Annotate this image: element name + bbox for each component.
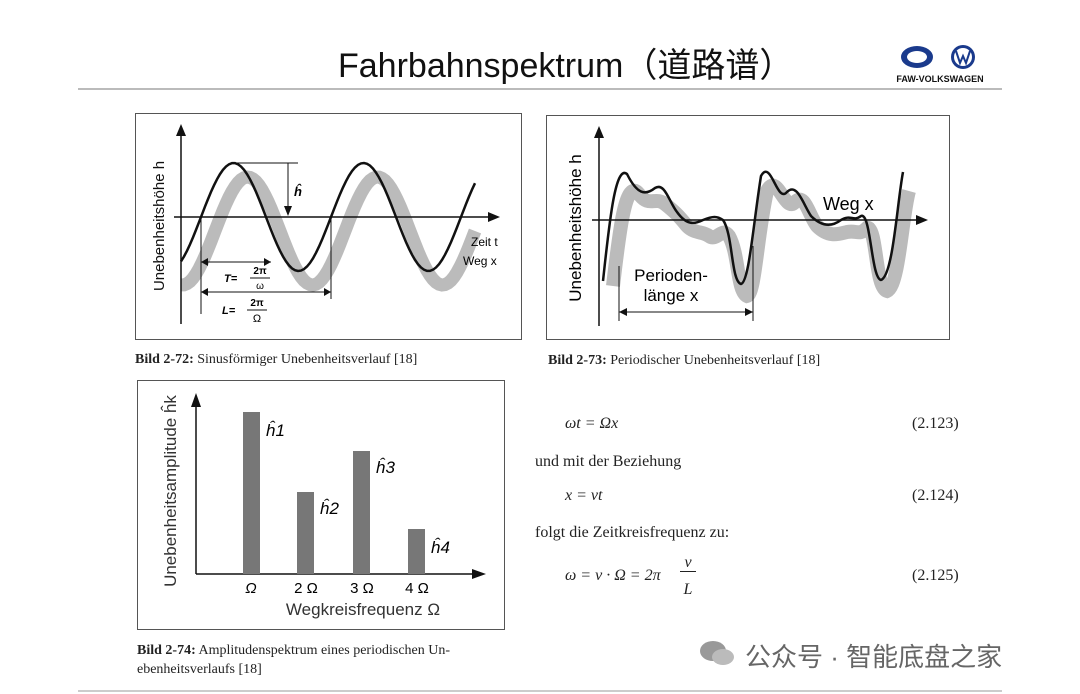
spectrum-diagram: Unebenheitsamplitude ĥk ĥ1 ĥ2 ĥ3 ĥ4 Ω 2 … (161, 393, 486, 619)
caption-text: Amplitudenspektrum eines periodischen Un… (198, 643, 451, 658)
x-tick-label: 2 Ω (294, 580, 318, 597)
caption: Bild 2-72: Sinusförmiger Unebenheitsverl… (135, 352, 417, 368)
fraction-den: ω (256, 281, 264, 292)
periodic-diagram: Unebenheitshöhe h Weg x Perioden- länge … (566, 126, 928, 326)
bar-label: ĥ3 (376, 457, 395, 477)
title: Fahrbahnspektrum（道路谱） (338, 47, 794, 85)
fraction-num: 2π (250, 298, 264, 309)
y-label: Unebenheitshöhe h (151, 161, 168, 291)
caption-text: ebenheitsverlaufs [18] (137, 662, 262, 677)
x-label: Weg x (823, 194, 874, 214)
footer-line (78, 690, 1002, 692)
y-label: Unebenheitshöhe h (566, 154, 585, 301)
fraction-num: 2π (253, 266, 267, 277)
bar-label: ĥ1 (266, 420, 285, 440)
x-tick-label: 3 Ω (350, 580, 374, 597)
equation: ω = v · Ω = 2π (565, 567, 661, 584)
equation-number: (2.125) (912, 567, 959, 584)
caption-label: Bild 2-74: (137, 643, 196, 658)
caption-text: Sinusförmiger Unebenheitsverlauf [18] (197, 352, 418, 367)
x-label: Zeit t (471, 235, 498, 249)
fraction-den: L (683, 581, 693, 598)
x-label: Weg x (463, 254, 497, 268)
equation: ωt = Ωx (565, 415, 619, 432)
y-label: Unebenheitsamplitude ĥk (161, 395, 180, 587)
bar-label: ĥ4 (431, 537, 450, 557)
watermark: 公众号 · 智能底盘之家 (745, 642, 1003, 672)
figure-3: Unebenheitsamplitude ĥk ĥ1 ĥ2 ĥ3 ĥ4 Ω 2 … (137, 380, 505, 630)
fraction-den: Ω (253, 313, 261, 325)
sine-diagram: Unebenheitshöhe h ĥ Zeit t Weg x T= 2π ω… (151, 124, 500, 325)
x-tick-label: Ω (245, 580, 256, 597)
amplitude-label: ĥ (294, 184, 302, 199)
figure-1: Unebenheitshöhe h ĥ Zeit t Weg x T= 2π ω… (135, 113, 522, 340)
caption: Bild 2-74: Amplitudenspektrum eines peri… (137, 641, 450, 679)
logo-text: FAW-VOLKSWAGEN (896, 74, 983, 84)
bar-label: ĥ2 (320, 498, 339, 518)
divider (78, 88, 1002, 90)
wechat-icon (700, 641, 734, 665)
fraction-num: v (680, 555, 696, 572)
period-label: L= (222, 305, 236, 317)
caption: Bild 2-73: Periodischer Unebenheitsverla… (548, 353, 820, 369)
x-label: Wegkreisfrequenz Ω (286, 600, 440, 619)
equation-number: (2.124) (912, 487, 959, 504)
caption-text: Periodischer Unebenheitsverlauf [18] (610, 353, 821, 368)
figure-2: Unebenheitshöhe h Weg x Perioden- länge … (546, 115, 950, 340)
caption-label: Bild 2-72: (135, 352, 194, 367)
period-label: T= (224, 273, 238, 285)
logo: FAW-VOLKSWAGEN (896, 45, 984, 84)
text: und mit der Beziehung (535, 453, 682, 470)
period-label: länge x (644, 286, 699, 305)
period-label: Perioden- (634, 266, 708, 285)
x-tick-label: 4 Ω (405, 580, 429, 597)
caption-label: Bild 2-73: (548, 353, 607, 368)
equation-number: (2.123) (912, 415, 959, 432)
text: folgt die Zeitkreisfrequenz zu: (535, 524, 730, 541)
equation: x = vt (565, 487, 603, 504)
